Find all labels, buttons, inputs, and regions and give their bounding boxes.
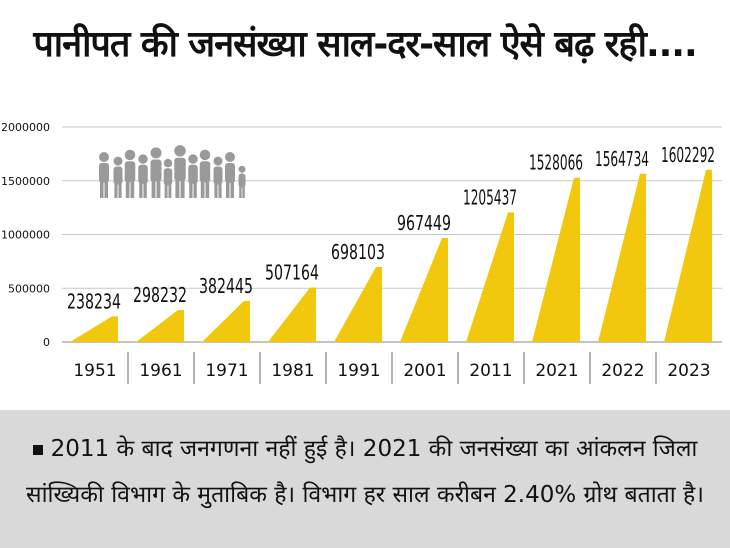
footnote-box: 2011 के बाद जनगणना नहीं हुई है। 2021 की … bbox=[0, 410, 730, 548]
value-label: 1528066 bbox=[529, 151, 583, 175]
bar-1961 bbox=[136, 309, 184, 342]
value-label: 698103 bbox=[331, 240, 385, 264]
bar-1981 bbox=[268, 287, 316, 342]
footnote-line-2: सांख्यिकी विभाग के मुताबिक है। विभाग हर … bbox=[26, 482, 704, 508]
value-label: 1564734 bbox=[595, 147, 649, 171]
bar-1991 bbox=[334, 266, 382, 342]
x-tick-label: 2001 bbox=[403, 361, 446, 381]
value-label: 238234 bbox=[67, 289, 121, 313]
value-label: 298232 bbox=[133, 283, 187, 307]
footnote-line-1: 2011 के बाद जनगणना नहीं हुई है। 2021 की … bbox=[14, 426, 716, 472]
x-tick-label: 1951 bbox=[73, 361, 116, 381]
footnote-text-1: 2011 के बाद जनगणना नहीं हुई है। 2021 की … bbox=[50, 436, 698, 462]
x-tick-label: 2023 bbox=[667, 361, 710, 381]
bar-2022 bbox=[598, 173, 646, 342]
bar-2021 bbox=[532, 177, 580, 342]
bars bbox=[70, 169, 712, 342]
y-tick-label: 1500000 bbox=[1, 175, 50, 188]
x-tick-label: 1961 bbox=[139, 361, 182, 381]
bar-1971 bbox=[202, 300, 250, 342]
x-axis-ticks: 1951 1961 1971 1981 1991 2001 2011 2021 2022 2023 bbox=[73, 352, 711, 384]
people-group-icon bbox=[99, 145, 246, 198]
bar-2001 bbox=[400, 237, 448, 342]
bar-1951 bbox=[70, 316, 118, 342]
x-tick-label: 2011 bbox=[469, 361, 512, 381]
bar-2023 bbox=[664, 169, 712, 342]
value-label: 1205437 bbox=[463, 185, 517, 209]
y-tick-label: 1000000 bbox=[1, 229, 50, 242]
y-tick-label: 0 bbox=[43, 336, 50, 349]
x-tick-label: 2021 bbox=[535, 361, 578, 381]
y-axis-ticks: 0 500000 1000000 1500000 2000000 bbox=[1, 121, 50, 349]
population-chart: 0 500000 1000000 1500000 2000000 238234 29823… bbox=[1, 121, 722, 384]
y-tick-label: 2000000 bbox=[1, 121, 50, 134]
page-title: पानीपत की जनसंख्या साल-दर-साल ऐसे बढ़ रह… bbox=[33, 24, 697, 65]
bullet-icon bbox=[32, 444, 43, 455]
value-labels: 238234 298232 382445 507164 698103 967449 1205… bbox=[67, 143, 715, 314]
value-label: 1602292 bbox=[661, 143, 715, 167]
value-label: 507164 bbox=[265, 260, 319, 284]
x-tick-label: 1971 bbox=[205, 361, 248, 381]
value-label: 382445 bbox=[199, 274, 253, 298]
bar-2011 bbox=[466, 212, 514, 342]
x-tick-label: 2022 bbox=[601, 361, 644, 381]
value-label: 967449 bbox=[397, 211, 451, 235]
x-tick-label: 1981 bbox=[271, 361, 314, 381]
x-tick-label: 1991 bbox=[337, 361, 380, 381]
y-tick-label: 500000 bbox=[8, 282, 50, 295]
